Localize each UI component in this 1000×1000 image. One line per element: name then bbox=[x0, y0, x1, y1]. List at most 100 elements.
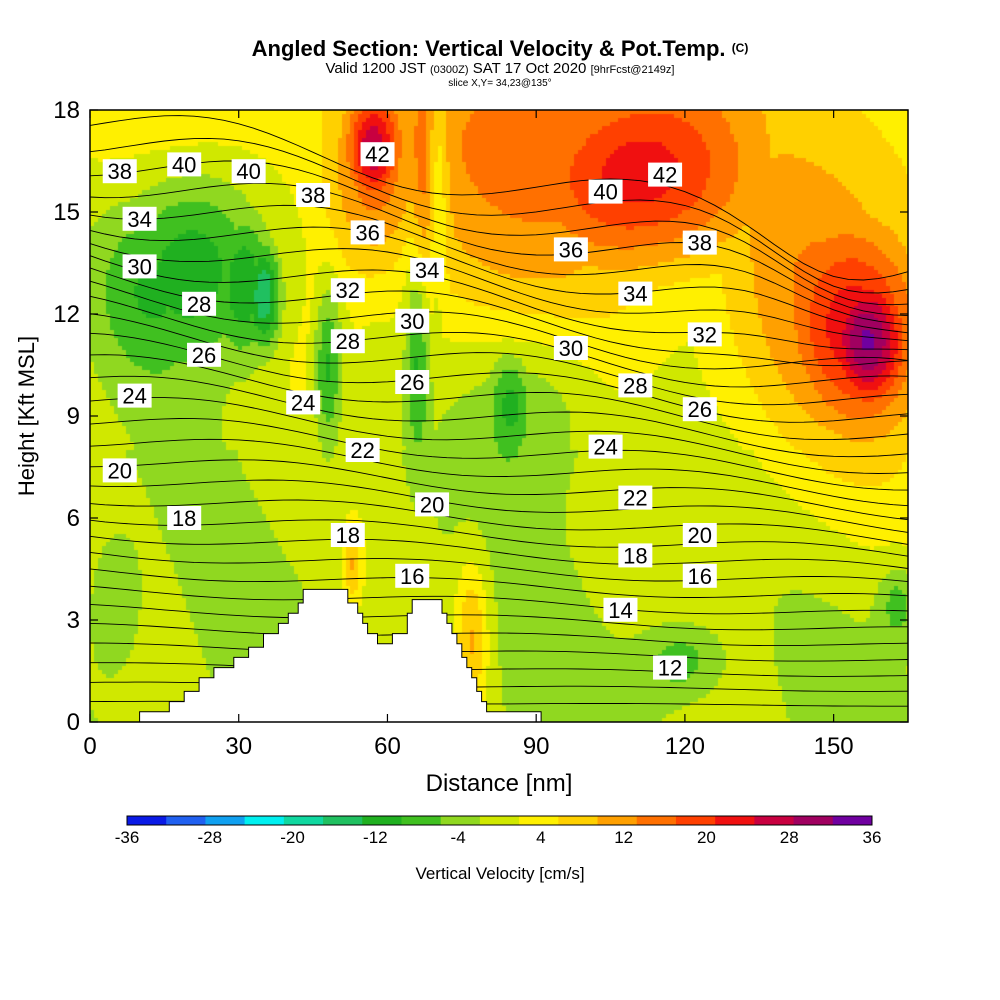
valid-time-line: Valid 1200 JST (0300Z) SAT 17 Oct 2020 [… bbox=[0, 61, 1000, 78]
colorbar-tick-label: -20 bbox=[280, 828, 305, 847]
colorbar-swatch bbox=[323, 816, 363, 825]
colorbar-tick-label: 4 bbox=[536, 828, 546, 847]
x-tick-label: 60 bbox=[374, 733, 401, 760]
colorbar bbox=[126, 815, 873, 826]
forecast-info: [9hrFcst@2149z] bbox=[590, 64, 675, 76]
contour-label-box bbox=[345, 438, 380, 462]
isentrope-line bbox=[89, 280, 909, 370]
isentrope-line bbox=[89, 160, 909, 306]
isentrope-line bbox=[89, 295, 909, 388]
contour-label: 34 bbox=[415, 258, 439, 283]
contour-label-box bbox=[618, 281, 653, 306]
chart-title: Angled Section: Vertical Velocity & Pot.… bbox=[251, 36, 726, 61]
contour-label: 30 bbox=[127, 254, 151, 279]
contour-label: 32 bbox=[336, 278, 360, 303]
y-tick-label: 6 bbox=[67, 505, 80, 532]
contour-label: 26 bbox=[192, 343, 216, 368]
y-tick-label: 9 bbox=[67, 403, 80, 430]
colorbar-tick-label: 28 bbox=[779, 828, 799, 847]
colorbar-swatch bbox=[362, 816, 402, 825]
contour-label: 28 bbox=[187, 292, 211, 317]
contour-label-box bbox=[330, 278, 365, 303]
contour-label: 18 bbox=[623, 543, 647, 568]
colorbar-frame bbox=[126, 815, 873, 826]
contour-label: 14 bbox=[608, 598, 632, 623]
contour-label: 18 bbox=[336, 523, 360, 548]
valid-utc: (0300Z) bbox=[430, 64, 469, 76]
isentrope-line bbox=[90, 662, 909, 677]
colorbar-swatch bbox=[519, 816, 559, 825]
contour-label-box bbox=[553, 237, 588, 262]
contour-label: 20 bbox=[108, 458, 132, 483]
contour-label-box bbox=[182, 291, 217, 316]
isentrope-line bbox=[89, 375, 909, 458]
y-tick-label: 18 bbox=[53, 97, 80, 124]
colorbar-swatch bbox=[597, 816, 638, 825]
isentrope-line bbox=[89, 642, 909, 662]
contour-label-box bbox=[117, 383, 152, 408]
colorbar-tick-label: 12 bbox=[614, 828, 634, 847]
colorbar-swatch bbox=[205, 816, 246, 825]
isentrope-line bbox=[89, 255, 909, 351]
chart-title-line: Angled Section: Vertical Velocity & Pot.… bbox=[0, 36, 1000, 61]
contour-label: 22 bbox=[623, 486, 647, 511]
contour-label-box bbox=[350, 220, 385, 245]
terrain-profile bbox=[90, 588, 542, 723]
isentrope-line bbox=[89, 354, 909, 441]
colorbar-swatch bbox=[440, 816, 481, 825]
valid-date: SAT 17 Oct 2020 bbox=[472, 60, 587, 77]
contour-label-box bbox=[187, 342, 222, 367]
x-tick-label: 150 bbox=[814, 733, 854, 760]
y-tick-label: 3 bbox=[67, 607, 80, 634]
x-axis-label: Distance [nm] bbox=[426, 770, 573, 797]
valid-prefix: Valid 1200 JST bbox=[325, 60, 426, 77]
y-tick-label: 12 bbox=[53, 301, 80, 328]
contour-label: 42 bbox=[365, 142, 389, 167]
contour-label: 20 bbox=[420, 492, 444, 517]
isentrope-line bbox=[89, 226, 909, 334]
contour-label-box bbox=[360, 142, 395, 167]
contour-label-box bbox=[682, 563, 717, 588]
contour-label-box bbox=[648, 162, 683, 187]
contour-labels: 42 42 40 40 40 38 38 38 36 36 34 34 34 32 32 30 30 30 28 28… bbox=[102, 142, 722, 681]
x-tick-label: 90 bbox=[523, 733, 550, 760]
chart-title-block: Angled Section: Vertical Velocity & Pot.… bbox=[0, 36, 1000, 90]
colorbar-tick-label: -36 bbox=[114, 828, 140, 847]
isentrope-line bbox=[89, 499, 909, 545]
isentrope-line bbox=[89, 243, 909, 342]
contour-label-box bbox=[687, 322, 722, 347]
y-tick-label: 15 bbox=[53, 199, 80, 226]
colorbar-swatch bbox=[754, 816, 795, 825]
colorbar-swatch bbox=[558, 816, 599, 825]
x-tick-label: 120 bbox=[665, 733, 705, 760]
contour-label: 28 bbox=[623, 373, 647, 398]
colorbar-swatch bbox=[479, 816, 520, 825]
isentrope-line bbox=[89, 535, 909, 569]
contour-label: 20 bbox=[688, 523, 712, 548]
isentrope-line bbox=[89, 267, 909, 367]
contour-label: 34 bbox=[623, 282, 647, 307]
contour-label: 34 bbox=[127, 207, 151, 232]
isentrope-line bbox=[89, 585, 909, 615]
contour-label-box bbox=[286, 390, 321, 415]
contour-label: 22 bbox=[350, 438, 374, 463]
colorbar-swatch bbox=[832, 816, 873, 825]
contour-label-box bbox=[395, 370, 430, 394]
isentrope-line bbox=[89, 603, 908, 631]
colorbar-title: Vertical Velocity [cm/s] bbox=[415, 864, 585, 883]
chart-title-tag: (C) bbox=[731, 41, 749, 55]
colorbar-tick-label: -12 bbox=[363, 828, 388, 847]
contour-label: 24 bbox=[122, 384, 146, 409]
contour-label-box bbox=[410, 257, 445, 282]
contour-label-box bbox=[603, 597, 638, 622]
contour-label: 26 bbox=[688, 397, 712, 422]
contour-label-box bbox=[296, 183, 331, 207]
contour-label: 24 bbox=[593, 435, 617, 460]
isentrope-line bbox=[89, 622, 909, 647]
colorbar-swatch bbox=[636, 816, 677, 825]
colorbar-tick-label: -28 bbox=[197, 828, 223, 847]
colorbar-swatch bbox=[401, 816, 442, 825]
contour-label: 32 bbox=[692, 322, 716, 347]
contour-label: 38 bbox=[688, 231, 712, 256]
